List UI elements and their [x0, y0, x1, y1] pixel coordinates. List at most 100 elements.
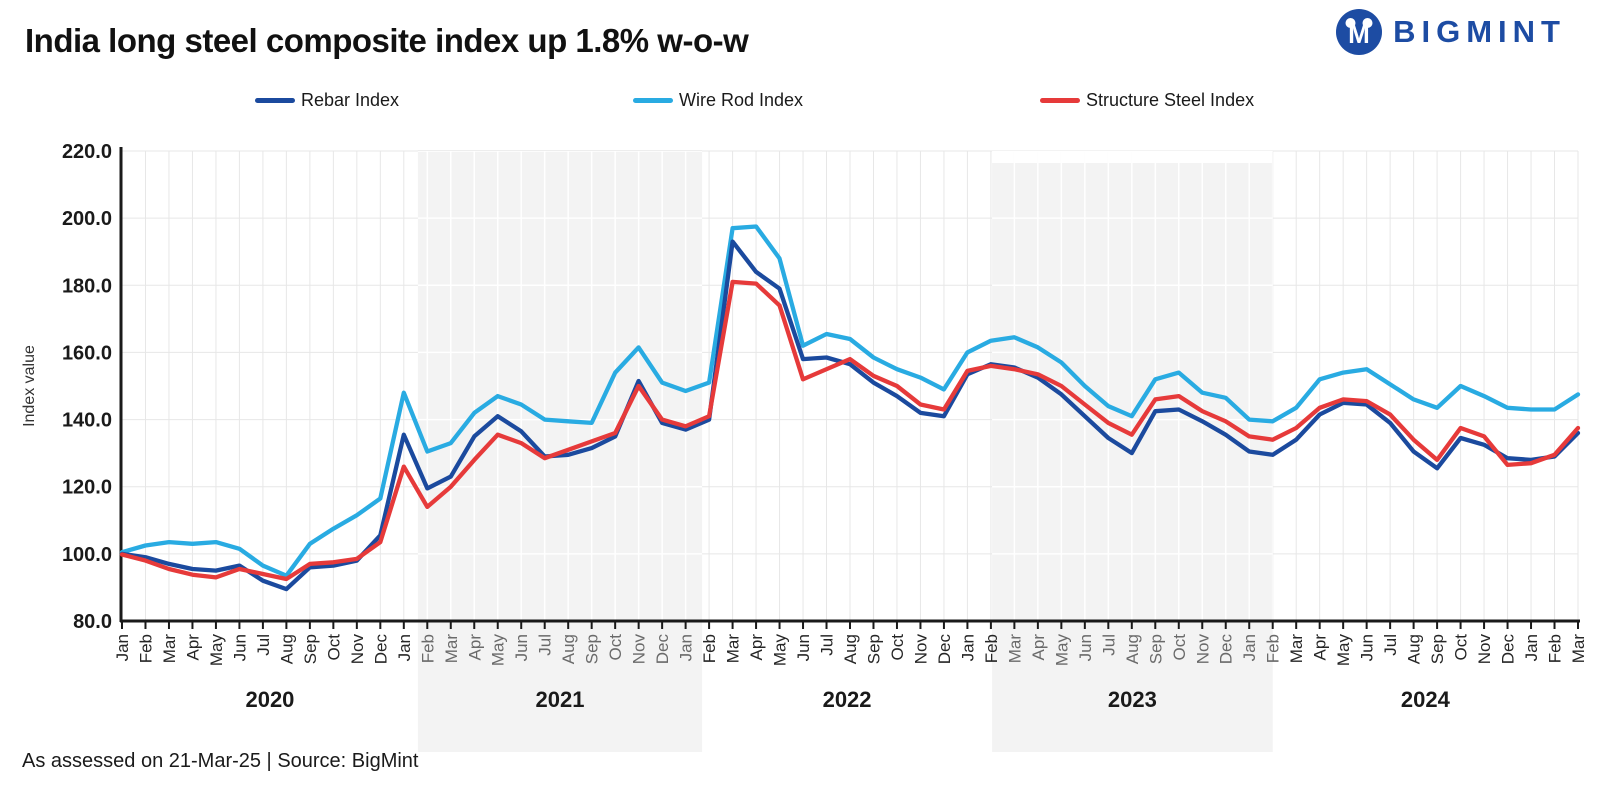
svg-text:Jul: Jul — [254, 634, 273, 656]
svg-text:Jan: Jan — [1522, 634, 1541, 661]
page-title: India long steel composite index up 1.8%… — [25, 22, 749, 59]
svg-text:May: May — [771, 634, 790, 667]
svg-text:Jun: Jun — [1076, 634, 1095, 661]
svg-text:Mar: Mar — [160, 634, 179, 664]
svg-text:Jul: Jul — [1381, 634, 1400, 656]
axes — [119, 147, 1580, 629]
svg-text:May: May — [207, 634, 226, 667]
svg-text:Oct: Oct — [324, 634, 343, 661]
svg-text:Sep: Sep — [1428, 634, 1447, 664]
svg-text:Jan: Jan — [1240, 634, 1259, 661]
svg-text:Mar: Mar — [442, 634, 461, 664]
legend-swatch-rebar — [255, 98, 295, 103]
svg-text:Nov: Nov — [630, 634, 649, 665]
svg-text:2024: 2024 — [1401, 687, 1451, 712]
svg-text:Mar: Mar — [724, 634, 743, 664]
svg-text:Apr: Apr — [465, 634, 484, 661]
svg-text:Jul: Jul — [818, 634, 837, 656]
svg-text:Mar: Mar — [1005, 634, 1024, 664]
legend-swatch-structure-steel — [1040, 98, 1080, 103]
svg-text:Nov: Nov — [348, 634, 367, 665]
svg-text:Jun: Jun — [512, 634, 531, 661]
svg-text:Aug: Aug — [277, 634, 296, 664]
svg-text:Jun: Jun — [1358, 634, 1377, 661]
legend-item-rebar: Rebar Index — [255, 90, 399, 111]
svg-text:200.0: 200.0 — [62, 208, 112, 230]
svg-text:220.0: 220.0 — [62, 141, 112, 163]
svg-text:Sep: Sep — [864, 634, 883, 664]
svg-text:180.0: 180.0 — [62, 275, 112, 297]
svg-text:Oct: Oct — [888, 634, 907, 661]
svg-text:Apr: Apr — [1029, 634, 1048, 661]
svg-text:Aug: Aug — [1405, 634, 1424, 664]
svg-text:Aug: Aug — [1123, 634, 1142, 664]
svg-text:Mar: Mar — [1287, 634, 1306, 664]
svg-text:M: M — [1348, 19, 1370, 49]
svg-text:Dec: Dec — [1499, 634, 1518, 665]
svg-text:Feb: Feb — [1546, 634, 1565, 663]
svg-text:Aug: Aug — [559, 634, 578, 664]
svg-text:Oct: Oct — [606, 634, 625, 661]
svg-text:Apr: Apr — [183, 634, 202, 661]
svg-text:Jul: Jul — [536, 634, 555, 656]
svg-text:100.0: 100.0 — [62, 544, 112, 566]
svg-text:2021: 2021 — [535, 687, 584, 712]
svg-text:Jul: Jul — [1099, 634, 1118, 656]
y-tick-labels: 220.0 200.0 180.0 160.0 140.0 120.0 100.0 80.0 — [62, 141, 112, 633]
svg-text:Nov: Nov — [911, 634, 930, 665]
svg-text:2020: 2020 — [245, 687, 294, 712]
svg-text:Aug: Aug — [841, 634, 860, 664]
svg-text:Nov: Nov — [1193, 634, 1212, 665]
month-labels: Jan Feb Mar Apr May Jun Jul Aug Sep Oct Nov Dec Jan F… — [113, 634, 1588, 667]
svg-text:Oct: Oct — [1170, 634, 1189, 661]
svg-text:120.0: 120.0 — [62, 477, 112, 499]
svg-text:Feb: Feb — [136, 634, 155, 663]
svg-text:May: May — [1052, 634, 1071, 667]
bigmint-logo: M BIGMINT — [1335, 8, 1566, 56]
brand-text: BIGMINT — [1393, 14, 1566, 49]
svg-text:Feb: Feb — [1264, 634, 1283, 663]
svg-text:Sep: Sep — [583, 634, 602, 664]
svg-text:Sep: Sep — [1146, 634, 1165, 664]
svg-text:Oct: Oct — [1452, 634, 1471, 661]
svg-text:Apr: Apr — [1311, 634, 1330, 661]
svg-text:Feb: Feb — [418, 634, 437, 663]
series-line-wire-rod-index — [119, 224, 1581, 578]
svg-text:160.0: 160.0 — [62, 342, 112, 364]
svg-text:Nov: Nov — [1475, 634, 1494, 665]
legend-item-wire-rod: Wire Rod Index — [633, 90, 803, 111]
svg-text:Dec: Dec — [653, 634, 672, 665]
svg-text:May: May — [1334, 634, 1353, 667]
bigmint-logo-icon: M — [1336, 9, 1383, 55]
svg-text:2022: 2022 — [823, 687, 872, 712]
svg-text:2023: 2023 — [1108, 687, 1157, 712]
legend-swatch-wire-rod — [633, 98, 673, 103]
legend-label-wire-rod: Wire Rod Index — [679, 90, 804, 110]
svg-text:Feb: Feb — [982, 634, 1001, 663]
svg-text:Jan: Jan — [958, 634, 977, 661]
svg-text:140.0: 140.0 — [62, 410, 112, 432]
legend-label-structure-steel: Structure Steel Index — [1086, 90, 1255, 110]
svg-text:80.0: 80.0 — [73, 611, 112, 633]
footer-source-note: As assessed on 21-Mar-25 | Source: BigMi… — [22, 750, 419, 772]
svg-text:Sep: Sep — [301, 634, 320, 664]
svg-text:Jun: Jun — [230, 634, 249, 661]
svg-text:Jan: Jan — [677, 634, 696, 661]
svg-text:Dec: Dec — [371, 634, 390, 665]
series-line-structure-steel-index — [119, 279, 1581, 582]
svg-text:Apr: Apr — [747, 634, 766, 661]
svg-text:Jun: Jun — [794, 634, 813, 661]
svg-text:Jan: Jan — [113, 634, 132, 661]
legend-label-rebar: Rebar Index — [301, 90, 400, 110]
svg-text:Jan: Jan — [395, 634, 414, 661]
gridlines — [122, 150, 1579, 621]
legend-item-structure-steel: Structure Steel Index — [1040, 90, 1254, 111]
svg-text:Mar: Mar — [1569, 634, 1588, 664]
svg-text:May: May — [489, 634, 508, 667]
svg-text:Dec: Dec — [1217, 634, 1236, 665]
svg-text:Feb: Feb — [700, 634, 719, 663]
year-labels: 2020 2021 2022 2023 2024 — [245, 687, 1450, 712]
svg-text:Dec: Dec — [935, 634, 954, 665]
